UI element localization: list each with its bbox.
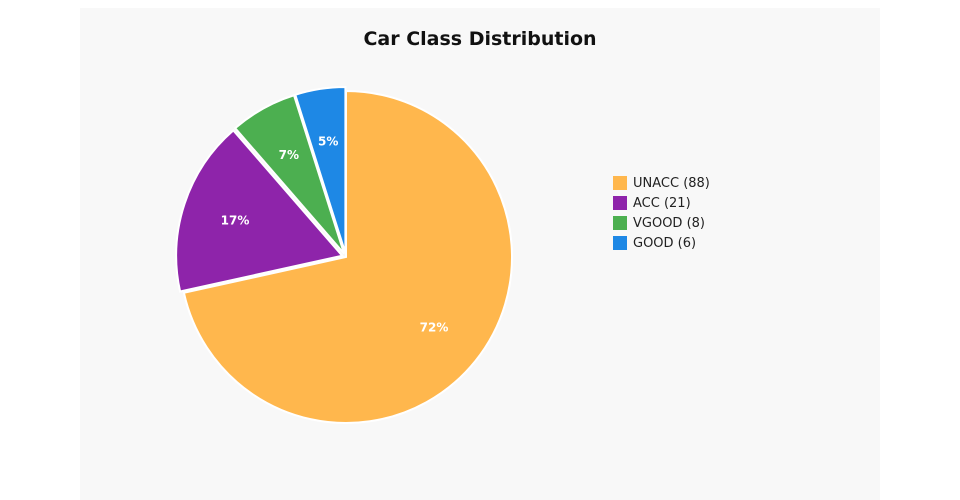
pie-slice-unacc[interactable] (182, 89, 513, 424)
legend-label: GOOD (6) (633, 235, 697, 251)
pie-slice-label: 72% (420, 321, 449, 335)
legend-label: UNACC (88) (633, 175, 710, 191)
legend-swatch (613, 216, 627, 230)
legend-item[interactable]: VGOOD (8) (613, 213, 710, 233)
legend-label: VGOOD (8) (633, 215, 705, 231)
pie-slice-acc[interactable] (175, 129, 345, 293)
legend-item[interactable]: ACC (21) (613, 193, 710, 213)
pie-slice-vgood[interactable] (233, 93, 345, 255)
legend-swatch (613, 196, 627, 210)
legend-swatch (613, 176, 627, 190)
pie-slice-label: 17% (221, 213, 250, 227)
pie-slice-good[interactable] (294, 86, 347, 254)
legend-item[interactable]: UNACC (88) (613, 173, 710, 193)
legend-swatch (613, 236, 627, 250)
legend-label: ACC (21) (633, 195, 691, 211)
chart-legend: UNACC (88) ACC (21) VGOOD (8) GOOD (6) (613, 173, 710, 253)
pie-slice-label: 7% (279, 148, 299, 162)
legend-item[interactable]: GOOD (6) (613, 233, 710, 253)
chart-title: Car Class Distribution (363, 28, 597, 50)
pie-slice-label: 5% (318, 134, 338, 148)
